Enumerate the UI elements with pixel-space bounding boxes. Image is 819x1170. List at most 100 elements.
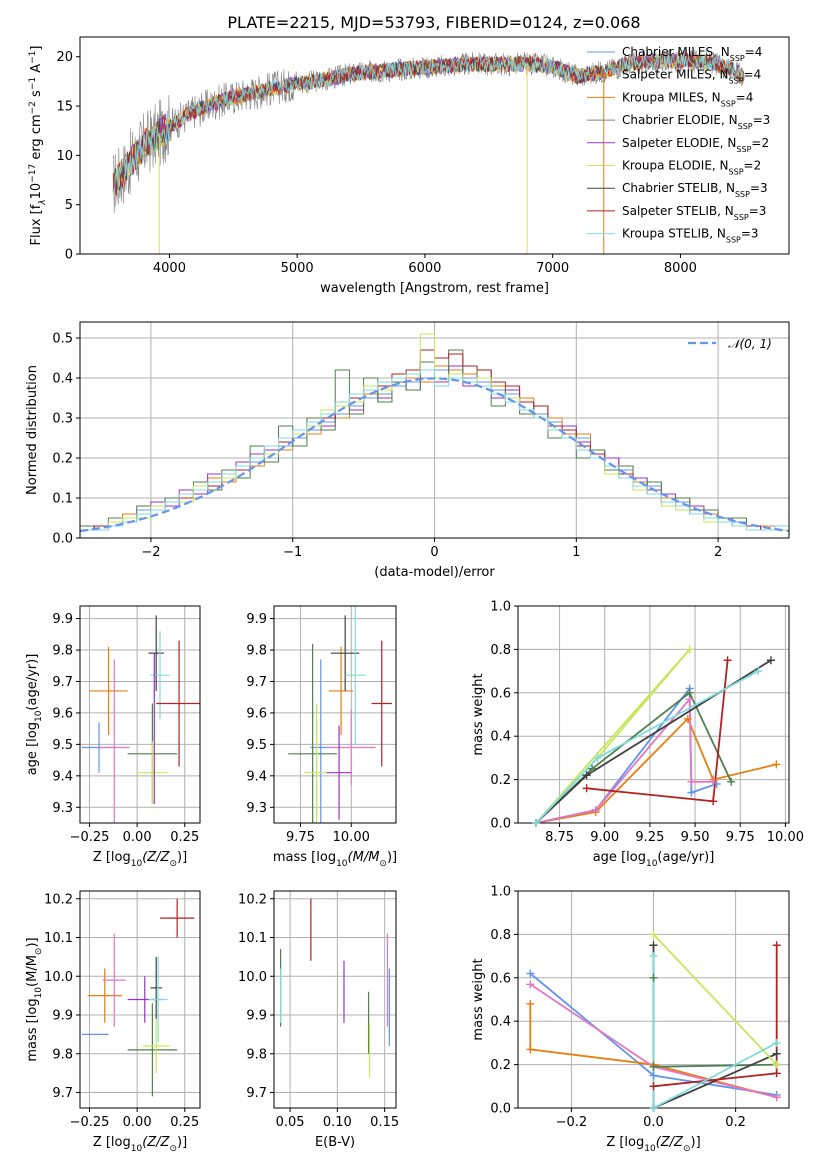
panel-mass-vs-Z: −0.25 0.00 0.25 9.7 9.8 9.9 10.0 10.1 10.2 Z [log… [25, 890, 201, 1154]
x-label-part: 10 [131, 1144, 143, 1154]
x-label-part: )] [177, 850, 187, 865]
y-label-part: Flux [f [29, 204, 44, 245]
y-tick-label: 9.3 [52, 801, 73, 816]
y-axis-label: age [log10(age/yr)] [25, 654, 44, 776]
y-tick-label: 1.0 [490, 600, 511, 615]
axes-frame [79, 321, 790, 539]
y-tick-label: 9.8 [52, 1047, 73, 1062]
y-tick-label: 9.8 [246, 644, 267, 659]
weight-marker [687, 788, 696, 797]
y-label-part: −1 [28, 51, 38, 64]
x-axis-label: wavelength [Angstrom, rest frame] [320, 281, 549, 296]
y-tick-label: 9.6 [52, 706, 73, 721]
y-tick-label: 0.0 [52, 532, 73, 547]
weight-marker [687, 777, 696, 786]
weight-marker [709, 797, 718, 806]
y-tick-label: 0.2 [52, 452, 73, 467]
y-label-part: s [29, 90, 44, 101]
legend-name: Salpeter MILES, N [622, 68, 729, 82]
y-tick-label: 0.4 [490, 1015, 511, 1030]
plot-area [81, 898, 195, 1097]
x-label-part: (M/M [348, 850, 380, 865]
weight-marker [588, 764, 597, 773]
y-tick-label: 0.0 [490, 817, 511, 832]
axes-frame [79, 36, 790, 255]
legend-sub: SSP [730, 54, 745, 63]
panel-residuals: −2 −1 0 1 2 0.0 0.1 0.2 0.3 0.4 0.5 (data-model)/er… [25, 321, 790, 580]
y-tick-label: 10.2 [238, 892, 267, 907]
y-tick-label: 20 [56, 50, 73, 65]
x-tick-label: −2 [141, 545, 160, 560]
legend-sub: SSP [736, 144, 751, 153]
y-tick-label: 0 [65, 248, 73, 263]
legend-suffix: =4 [744, 68, 762, 82]
y-tick-label: 9.4 [52, 769, 73, 784]
legend-sub: SSP [729, 167, 744, 176]
y-tick-label: 0.8 [490, 643, 511, 658]
weight-marker [593, 753, 602, 762]
y-tick-label: 9.4 [246, 769, 267, 784]
legend-sub: SSP [735, 190, 750, 199]
weight-marker [649, 1104, 658, 1112]
x-tick-label: 8000 [664, 261, 697, 276]
weight-marker [772, 1049, 781, 1058]
axes-frame [79, 605, 201, 824]
plot-area [81, 615, 200, 823]
x-label-part: 10 [644, 1144, 656, 1154]
legend-name: Salpeter ELODIE, N [622, 136, 736, 150]
x-tick-label: 1 [572, 545, 580, 560]
x-tick-label: 9.50 [681, 830, 710, 845]
y-tick-label: 9.6 [246, 706, 267, 721]
x-tick-label: 9.75 [726, 830, 755, 845]
x-label-part: (Z/Z [142, 850, 170, 865]
legend-label: 𝒩(0, 1) [728, 337, 772, 351]
x-tick-label: 0.25 [170, 830, 199, 845]
y-tick-label: 9.8 [246, 1047, 267, 1062]
y-label-part: −17 [28, 164, 38, 183]
weight-marker [532, 819, 541, 827]
x-label-part: )] [177, 1135, 187, 1150]
legend-suffix: =2 [744, 159, 762, 173]
weight-line [652, 933, 778, 1066]
weight-marker [649, 952, 658, 961]
legend-name: Kroupa MILES, N [622, 90, 721, 104]
y-tick-label: 9.3 [246, 801, 267, 816]
y-tick-label: 10.2 [44, 892, 73, 907]
model-spectrum [112, 52, 745, 197]
y-label-part: 10 [29, 183, 44, 200]
x-tick-label: −0.25 [70, 1115, 110, 1130]
y-tick-label: 1.0 [490, 885, 511, 900]
grid-lines [80, 606, 200, 823]
y-tick-label: 9.5 [52, 738, 73, 753]
y-tick-label: 9.8 [52, 644, 73, 659]
y-tick-label: 10.0 [44, 970, 73, 985]
y-tick-label: 10.1 [44, 931, 73, 946]
x-label-part: Z [log [606, 1135, 644, 1150]
legend-name: Chabrier MILES, N [622, 45, 730, 59]
legend-label: Salpeter STELIB, NSSP=3 [622, 204, 766, 222]
x-tick-label: 9.75 [286, 830, 315, 845]
legend-name: Chabrier STELIB, N [622, 181, 735, 195]
x-tick-label: 9.25 [635, 830, 664, 845]
legend-name: Kroupa ELODIE, N [622, 159, 729, 173]
panel-age-vs-Z: −0.25 0.00 0.25 9.3 9.4 9.5 9.6 9.7 9.8 9.9 Z [log… [25, 605, 201, 869]
y-tick-label: 0.6 [490, 971, 511, 986]
y-tick-label: 0.4 [52, 372, 73, 387]
weight-marker [591, 805, 600, 814]
legend-name: Kroupa STELIB, N [622, 227, 726, 241]
y-label-part: −2 [28, 101, 38, 114]
x-axis-label: mass [log10(M/M⊙)] [273, 850, 397, 869]
legend-suffix: =4 [736, 90, 754, 104]
x-axis-label: Z [log10(Z/Z⊙)] [606, 1135, 700, 1154]
x-label-part: 10 [336, 859, 348, 869]
x-label-part: 10 [646, 859, 658, 869]
y-tick-label: 9.7 [52, 675, 73, 690]
y-tick-label: 0.8 [490, 928, 511, 943]
legend-sub: SSP [729, 76, 744, 85]
x-label-part: )] [691, 1135, 701, 1150]
x-tick-label: −0.25 [70, 830, 110, 845]
x-label-part: (Z/Z [656, 1135, 684, 1150]
weight-marker [723, 656, 732, 665]
